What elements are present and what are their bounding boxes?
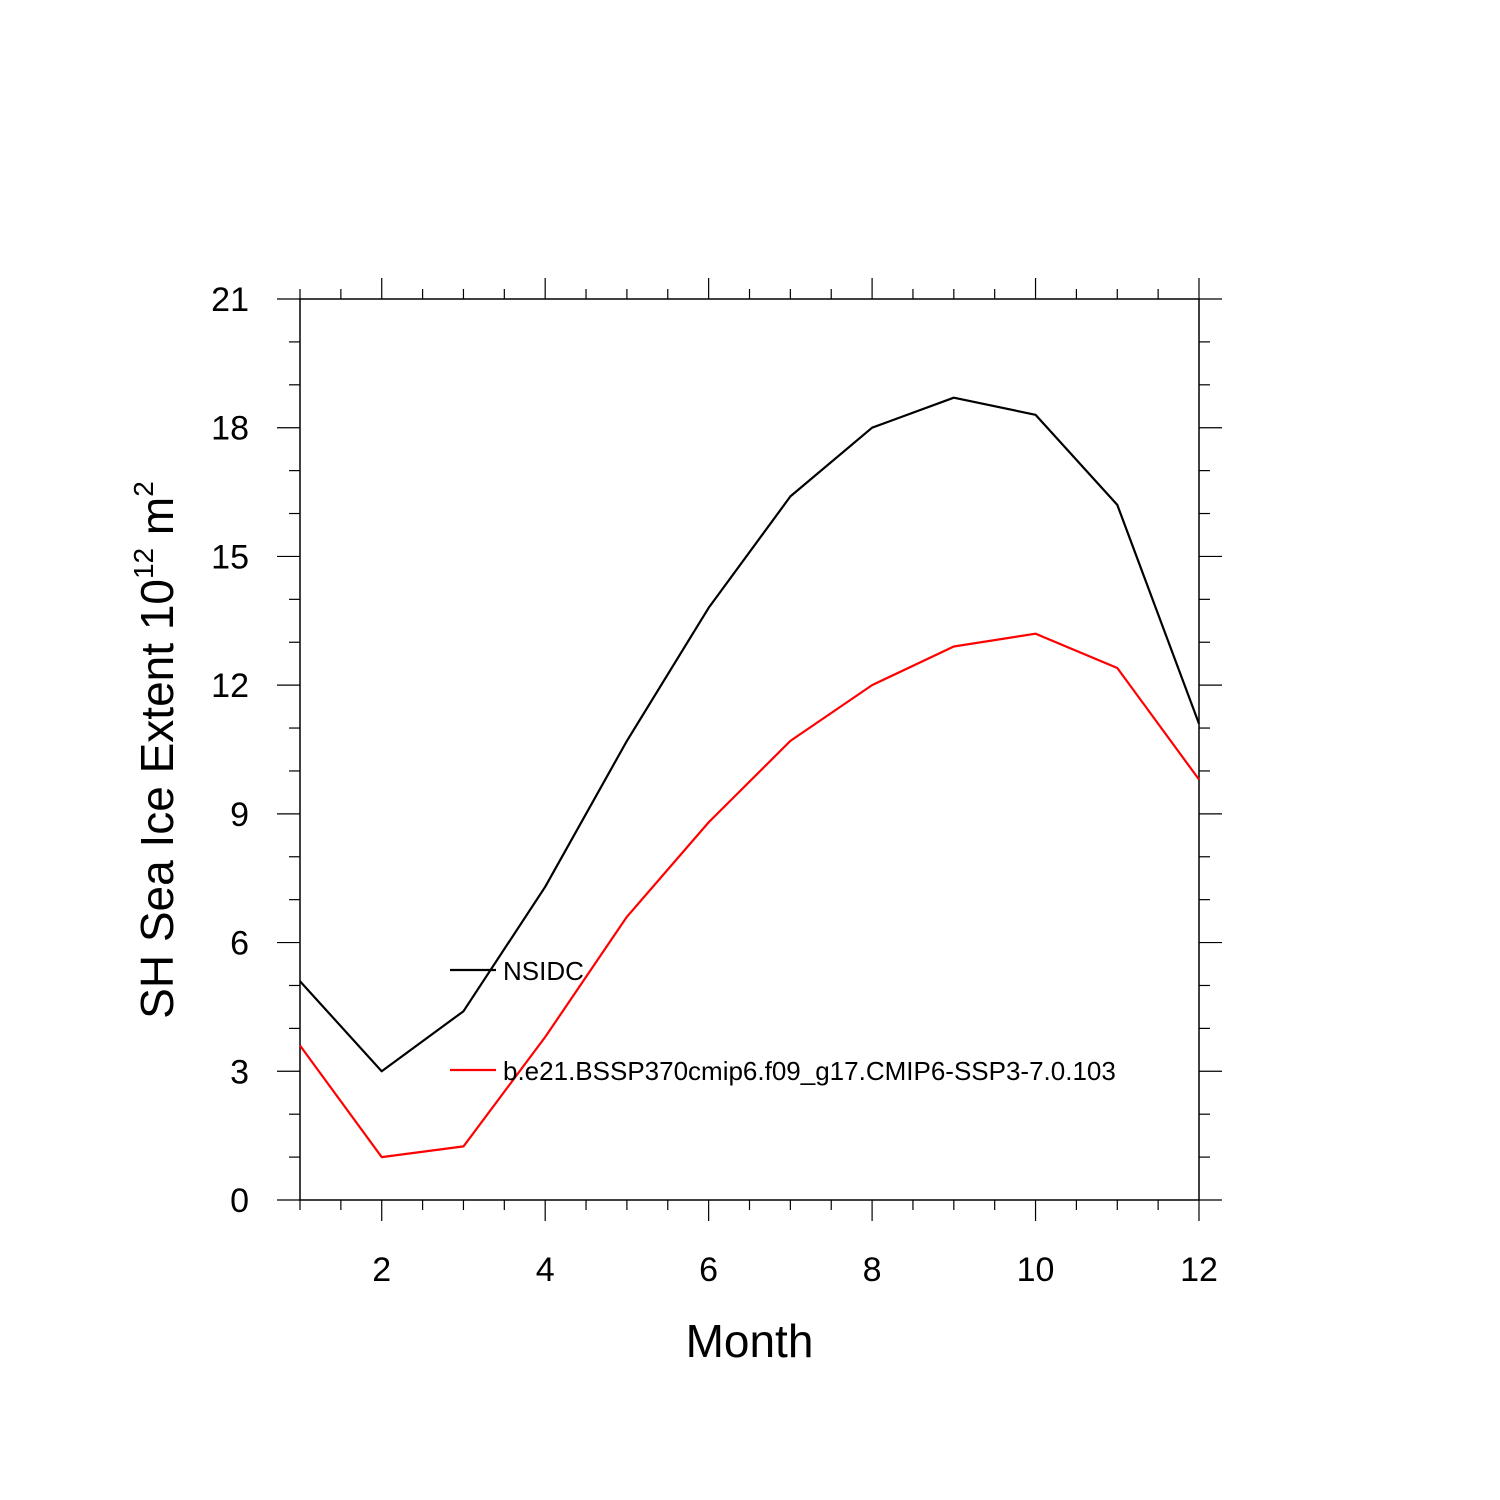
y-tick-label: 18 (211, 410, 249, 448)
x-tick-label: 10 (1017, 1251, 1055, 1289)
y-tick-label: 6 (230, 925, 249, 963)
x-tick-label: 2 (372, 1251, 391, 1289)
y-axis-title-exp2: 2 (128, 481, 159, 497)
x-tick-label: 4 (536, 1251, 555, 1289)
series-line-nsidc (299, 396, 1201, 1073)
legend-label: NSIDC (503, 956, 584, 986)
legend: NSIDC b.e21.BSSP370cmip6.f09_g17.CMIP6-SS… (450, 956, 1116, 1086)
x-tick-label: 12 (1180, 1251, 1218, 1289)
x-axis-title: Month (686, 1315, 814, 1367)
y-tick-label: 12 (211, 667, 249, 705)
axis-tick-labels: 2 4 6 8 10 12 0 3 6 9 12 15 18 21 (211, 281, 1218, 1289)
x-tick-label: 6 (699, 1251, 718, 1289)
x-tick-label: 8 (863, 1251, 882, 1289)
y-axis-title-main: SH Sea Ice Extent 10 (131, 579, 183, 1019)
y-tick-label: 21 (211, 281, 249, 319)
y-tick-label: 3 (230, 1053, 249, 1091)
y-axis-title-exp1: 12 (128, 548, 159, 579)
y-tick-label: 15 (211, 538, 249, 576)
legend-label: b.e21.BSSP370cmip6.f09_g17.CMIP6-SSP3-7.… (503, 1056, 1116, 1086)
axis-ticks (277, 278, 1222, 1221)
y-tick-label: 0 (230, 1182, 249, 1220)
y-axis-title-unit: m (131, 497, 183, 548)
y-tick-label: 9 (230, 796, 249, 834)
y-axis-title: SH Sea Ice Extent 1012 m2 (128, 481, 183, 1019)
series-line-model (299, 632, 1200, 1159)
series-lines (299, 396, 1201, 1159)
